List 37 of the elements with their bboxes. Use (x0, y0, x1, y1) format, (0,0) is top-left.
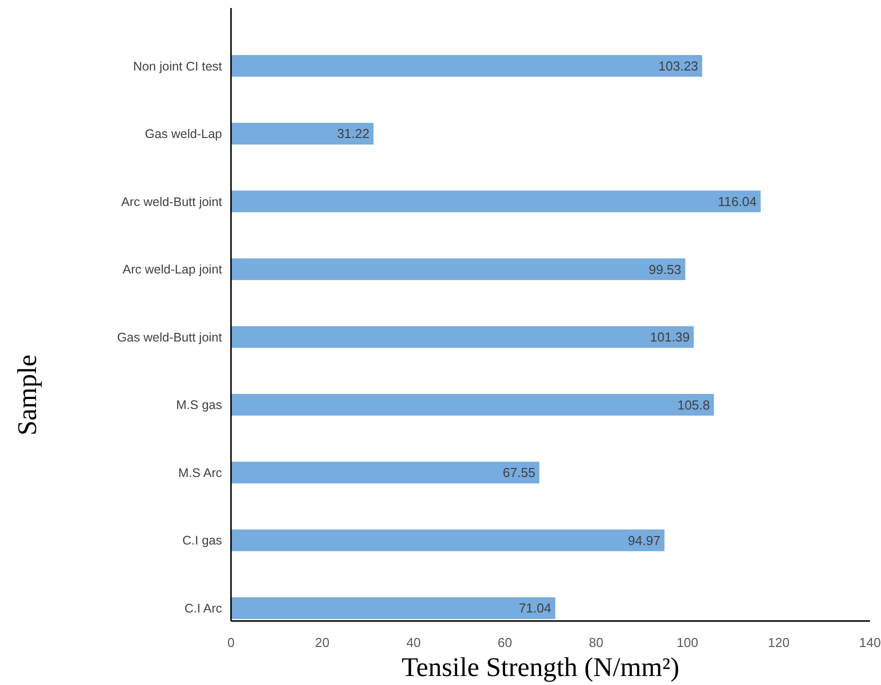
x-tick-label: 80 (588, 635, 604, 650)
y-tick-label: M.S Arc (178, 466, 222, 480)
data-label: 105.8 (677, 397, 710, 412)
data-label: 101.39 (650, 330, 690, 345)
data-label: 99.53 (648, 262, 682, 277)
bar (231, 258, 686, 280)
x-tick-label: 120 (768, 635, 790, 650)
y-tick-label: Gas weld-Lap (144, 127, 222, 142)
y-tick-label: Non joint CI test (133, 59, 223, 74)
y-tick-label: C.I gas (182, 534, 222, 548)
x-tick-label: 100 (676, 635, 698, 650)
data-label: 31.22 (336, 126, 370, 142)
bar (231, 529, 664, 552)
data-label: 103.23 (658, 58, 698, 74)
x-tick-label: 0 (227, 635, 235, 650)
y-axis-title: Sample (12, 354, 42, 436)
y-tick-label: Gas weld-Butt joint (117, 330, 223, 344)
data-label: 94.97 (628, 532, 660, 548)
bar (231, 326, 694, 348)
bar (231, 122, 374, 145)
bar (231, 462, 540, 484)
x-tick-label: 40 (406, 635, 421, 650)
x-tick-label: 140 (859, 635, 881, 650)
data-label: 116.04 (718, 194, 757, 209)
y-tick-label: C.I Arc (184, 601, 222, 616)
data-label: 67.55 (502, 465, 536, 480)
x-axis-title: Tensile Strength (N/mm²) (402, 652, 680, 682)
y-tick-label: Arc weld-Lap joint (122, 262, 223, 277)
bar (231, 55, 702, 77)
bar (231, 394, 714, 416)
y-tick-label: Arc weld-Butt joint (121, 194, 223, 209)
y-tick-label: M.S gas (176, 398, 222, 412)
bar (231, 190, 761, 212)
x-tick-label: 60 (498, 635, 512, 650)
x-tick-label: 20 (315, 635, 330, 650)
data-label: 71.04 (518, 600, 552, 616)
bar (231, 597, 556, 619)
